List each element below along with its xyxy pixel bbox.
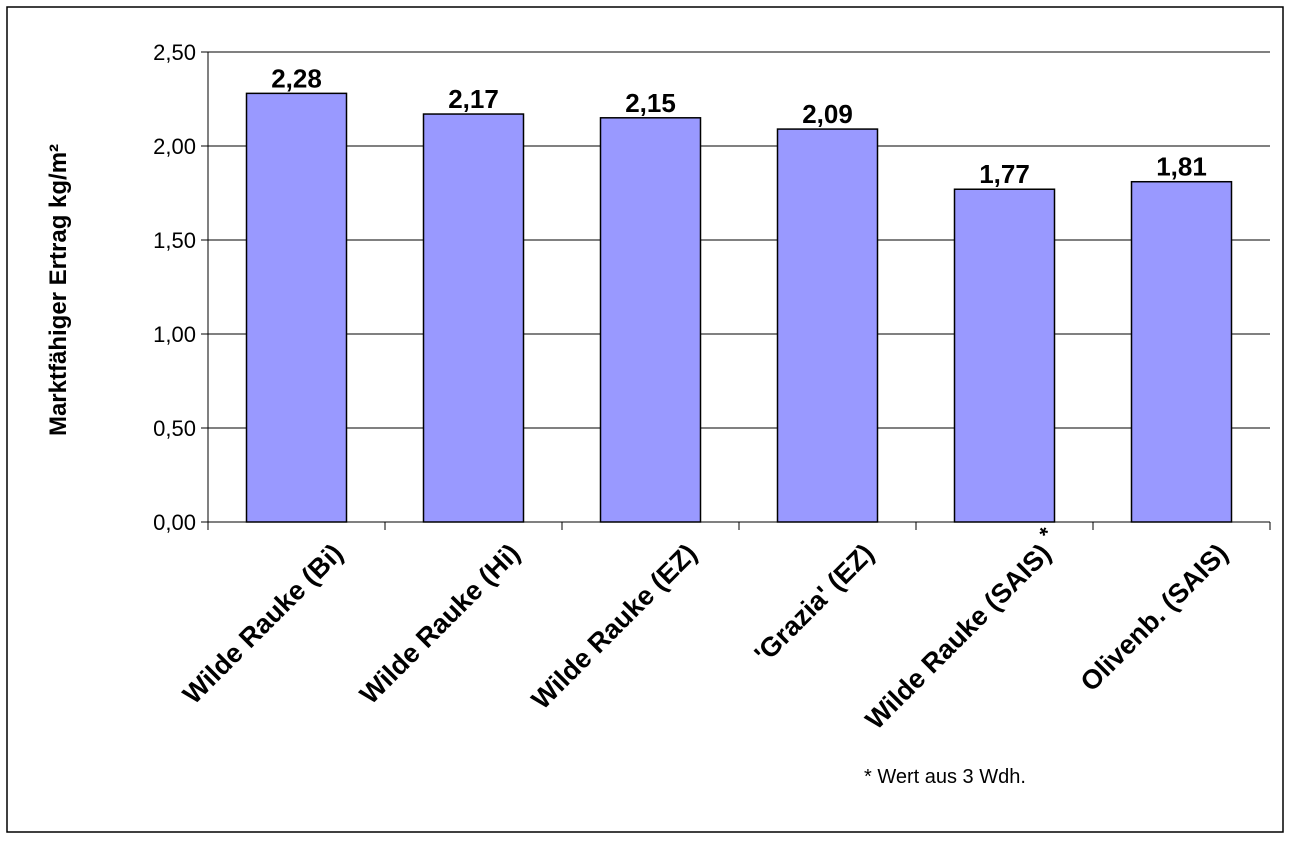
- y-tick-label: 1,00: [153, 322, 196, 347]
- data-label: 2,28: [271, 63, 322, 93]
- y-tick-labels: 0,00 0,50 1,00 1,50 2,00 2,50: [153, 40, 196, 535]
- bar: [422, 113, 525, 523]
- y-tick-label: 2,50: [153, 40, 196, 65]
- bar: [245, 92, 348, 523]
- axes: [201, 51, 1271, 530]
- bars: [245, 92, 1233, 523]
- y-tick-label: 0,50: [153, 416, 196, 441]
- data-label: 1,77: [979, 159, 1030, 189]
- bar: [776, 128, 879, 523]
- bar: [599, 117, 702, 523]
- data-labels: 2,28 2,17 2,15 2,09 1,77 1,81: [271, 63, 1207, 189]
- bar: [953, 188, 1056, 523]
- bar: [1130, 180, 1233, 523]
- data-label: 2,17: [448, 84, 499, 114]
- y-tick-label: 1,50: [153, 228, 196, 253]
- y-axis-label: Marktfähiger Ertrag kg/m²: [45, 144, 72, 436]
- y-tick-label: 0,00: [153, 510, 196, 535]
- y-tick-label: 2,00: [153, 134, 196, 159]
- footnote: * Wert aus 3 Wdh.: [864, 766, 1026, 788]
- grid-lines: [208, 51, 1270, 429]
- data-label: 1,81: [1156, 152, 1207, 182]
- data-label: 2,09: [802, 99, 853, 129]
- data-label: 2,15: [625, 88, 676, 118]
